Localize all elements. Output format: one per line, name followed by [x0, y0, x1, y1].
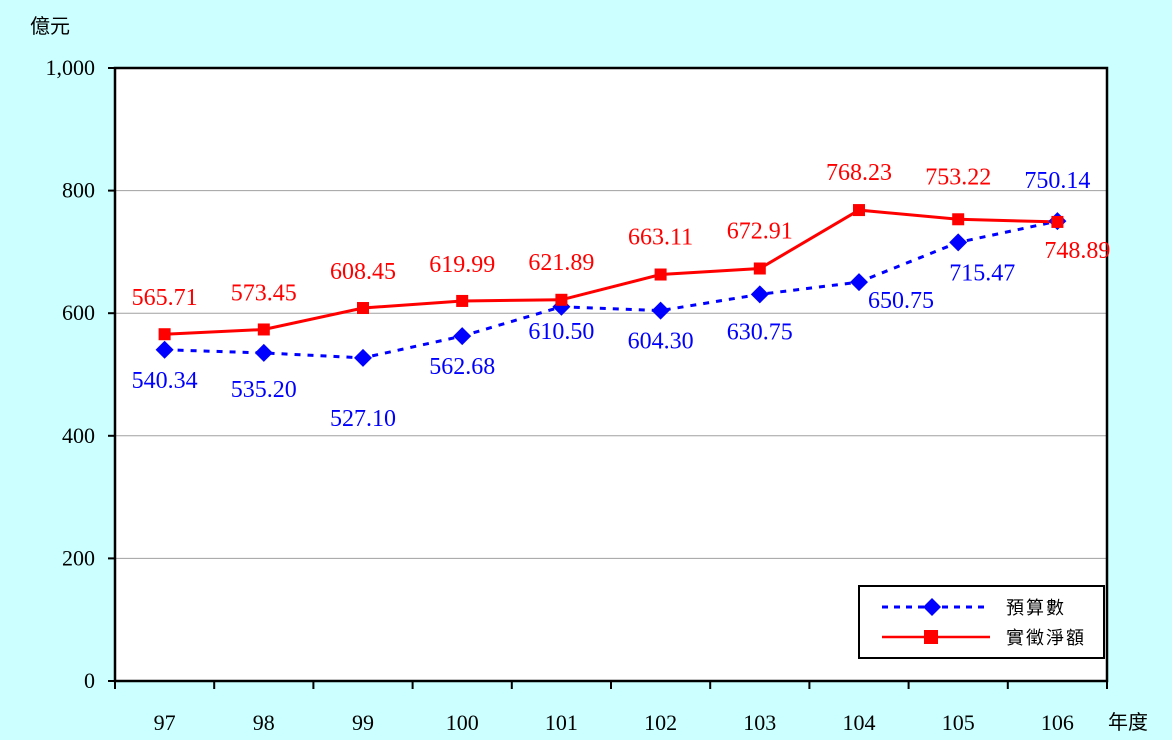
actual-point [753, 262, 766, 275]
actual-point [952, 213, 965, 226]
y-tick-label: 0 [84, 668, 95, 693]
budget-point [850, 273, 868, 292]
actual-data-label: 573.45 [231, 280, 297, 306]
actual-point [555, 293, 568, 306]
y-tick-label: 400 [62, 423, 95, 448]
y-tick-label: 1,000 [46, 55, 96, 80]
y-tick-label: 800 [62, 178, 95, 203]
actual-point [257, 323, 270, 336]
series-line-budget [164, 219, 1058, 360]
x-axis-unit-label: 年度 [1108, 712, 1148, 734]
budget-data-label: 750.14 [1024, 168, 1090, 194]
budget-point [453, 327, 472, 346]
x-tick-label: 101 [545, 710, 578, 735]
actual-point [456, 294, 469, 307]
actual-point [654, 268, 667, 281]
x-tick-label: 102 [644, 710, 677, 735]
budget-point [651, 301, 670, 320]
actual-data-label: 619.99 [429, 252, 495, 278]
actual-data-label: 672.91 [727, 219, 793, 245]
series-line-actual [164, 208, 1058, 336]
y-axis-unit-label: 億元 [30, 16, 70, 38]
budget-data-label: 535.20 [231, 377, 297, 403]
x-tick-label: 104 [843, 710, 876, 735]
actual-point [357, 302, 369, 315]
actual-point [1051, 215, 1064, 228]
legend-swatches [882, 598, 990, 644]
actual-point [853, 204, 865, 217]
budget-data-label: 610.50 [528, 319, 594, 345]
budget-data-label: 540.34 [132, 368, 198, 394]
x-tick-label: 105 [942, 710, 975, 735]
budget-data-label: 604.30 [628, 329, 694, 355]
x-tick-label: 98 [253, 710, 275, 735]
x-tick-label: 106 [1041, 710, 1074, 735]
plot-border [113, 66, 1109, 683]
budget-data-label: 650.75 [868, 288, 934, 314]
budget-point [949, 233, 968, 252]
actual-data-label: 663.11 [628, 225, 693, 251]
x-tick-label: 99 [352, 710, 374, 735]
budget-data-label: 630.75 [727, 319, 793, 345]
y-tick-label: 200 [62, 545, 95, 570]
x-tick-label: 97 [154, 710, 176, 735]
plot-area [115, 68, 1107, 681]
actual-data-label: 565.71 [132, 285, 198, 311]
y-tick-label: 600 [62, 300, 95, 325]
actual-data-label: 621.89 [528, 250, 594, 276]
x-tick-label: 100 [446, 710, 479, 735]
legend-marker-actual [924, 630, 938, 644]
budget-point [155, 340, 174, 359]
actual-data-label: 768.23 [826, 160, 892, 186]
actual-data-label: 608.45 [330, 259, 396, 285]
legend-label-actual: 實徵淨額 [1006, 628, 1086, 648]
budget-point [750, 285, 769, 304]
legend: 預算數 實徵淨額 [858, 585, 1105, 659]
legend-marker-budget [923, 598, 941, 616]
actual-data-label: 753.22 [925, 164, 991, 190]
budget-data-label: 562.68 [429, 354, 495, 380]
actual-point [158, 328, 171, 341]
budget-data-label: 527.10 [330, 406, 396, 432]
actual-data-label: 748.89 [1044, 238, 1110, 264]
legend-label-budget: 預算數 [1006, 598, 1066, 618]
budget-point [254, 343, 273, 362]
budget-data-label: 715.47 [949, 260, 1015, 286]
x-tick-label: 103 [743, 710, 776, 735]
budget-point [354, 348, 372, 367]
